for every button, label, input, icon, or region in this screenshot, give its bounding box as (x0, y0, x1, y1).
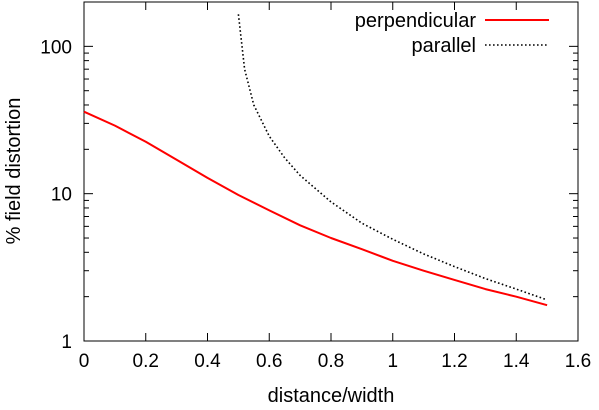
ticks-layer: 0 0.2 0.4 0.6 0.8 1 1.2 1.4 1.6 1 10 100 (40, 1, 591, 372)
plot-frame (83, 1, 579, 342)
x-tick-label: 1.2 (441, 351, 467, 372)
x-tick-label: 0.2 (133, 351, 159, 372)
x-tick-label: 0 (79, 351, 90, 372)
x-axis-title: distance/width (268, 385, 395, 407)
x-tick-label: 1.6 (565, 351, 591, 372)
y-axis-title: % field distortion (3, 98, 25, 245)
legend-label-parallel: parallel (412, 35, 476, 57)
y-tick-label: 100 (40, 37, 72, 58)
legend-label-perpendicular: perpendicular (355, 10, 477, 32)
x-tick-label: 1 (387, 351, 398, 372)
x-tick-label: 0.6 (256, 351, 282, 372)
x-tick-label: 0.4 (194, 351, 221, 372)
y-tick-label: 1 (61, 332, 72, 353)
series-line-parallel (237, 14, 548, 301)
series-layer (83, 14, 548, 307)
x-tick-label: 1.4 (503, 351, 530, 372)
series-line-perpendicular (83, 110, 548, 307)
x-tick-label: 0.8 (318, 351, 344, 372)
y-tick-label: 10 (51, 185, 72, 206)
legend: perpendicular parallel (355, 10, 549, 57)
